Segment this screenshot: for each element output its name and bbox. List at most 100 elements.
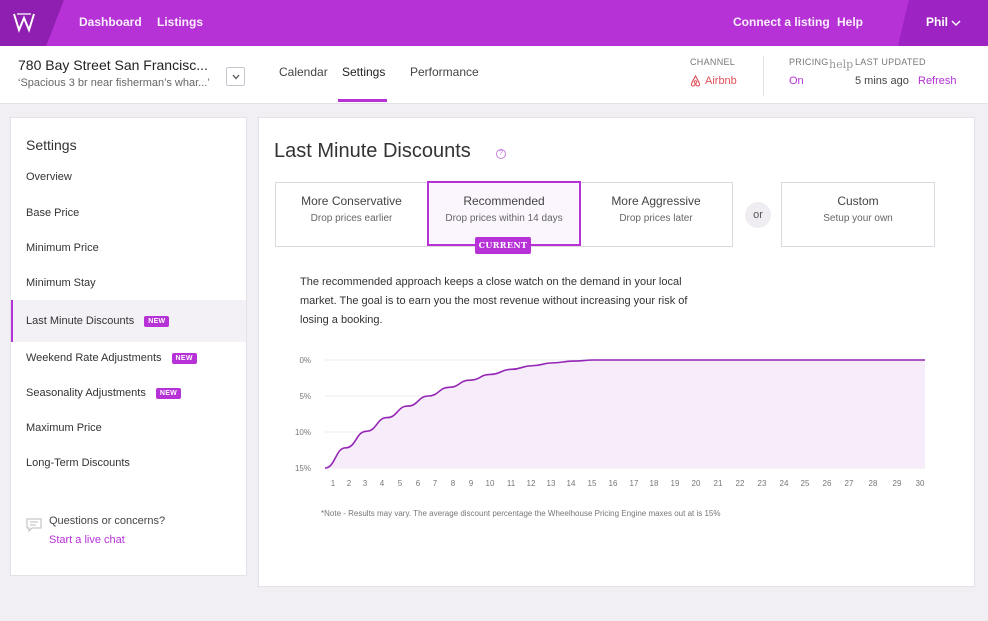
x-tick-label: 18 xyxy=(650,479,659,488)
last-updated-value: 5 mins ago xyxy=(855,75,909,87)
y-tick-label: 15% xyxy=(295,464,311,473)
sidebar-item-maximum-price[interactable]: Maximum Price xyxy=(11,409,246,447)
sidebar-item-label: Long-Term Discounts xyxy=(26,457,130,469)
sidebar-item-label: Minimum Stay xyxy=(26,277,96,289)
option-title: Custom xyxy=(837,194,879,208)
x-tick-label: 4 xyxy=(380,479,385,488)
channel-value: Airbnb xyxy=(690,75,737,87)
listing-header: 780 Bay Street San Francisc... ‘Spacious… xyxy=(0,46,988,104)
discount-curve xyxy=(324,359,925,469)
strategy-description: The recommended approach keeps a close w… xyxy=(300,276,688,326)
x-tick-label: 30 xyxy=(916,479,925,488)
strategy-options: More Conservative Drop prices earlier Re… xyxy=(275,181,733,247)
current-badge: CURRENT xyxy=(475,237,531,254)
option-more-conservative[interactable]: More Conservative Drop prices earlier xyxy=(276,183,428,246)
option-subtitle: Setup your own xyxy=(823,213,893,224)
logo[interactable] xyxy=(0,0,64,46)
x-tick-label: 19 xyxy=(671,479,680,488)
nav-listings[interactable]: Listings xyxy=(157,15,204,29)
chart-note: *Note - Results may vary. The average di… xyxy=(321,509,721,518)
settings-sidebar: Settings Overview Base Price Minimum Price… xyxy=(10,117,247,576)
x-tick-label: 13 xyxy=(547,479,556,488)
x-tick-label: 24 xyxy=(780,479,789,488)
sidebar-item-label: Maximum Price xyxy=(26,422,102,434)
live-chat-link[interactable]: Start a live chat xyxy=(49,534,125,546)
sidebar-item-label: Seasonality Adjustments xyxy=(26,387,146,399)
option-subtitle: Drop prices later xyxy=(619,213,693,224)
meta-divider xyxy=(763,56,764,96)
last-updated-label: LAST UPDATED xyxy=(855,57,926,67)
option-title: More Aggressive xyxy=(611,194,701,208)
option-recommended[interactable]: Recommended Drop prices within 14 days xyxy=(427,181,581,246)
chevron-down-icon xyxy=(951,20,961,27)
nav-help[interactable]: Help xyxy=(837,15,864,29)
x-tick-label: 23 xyxy=(758,479,767,488)
x-tick-label: 21 xyxy=(714,479,723,488)
x-tick-label: 20 xyxy=(692,479,701,488)
x-tick-label: 27 xyxy=(845,479,854,488)
x-tick-label: 6 xyxy=(416,479,421,488)
user-menu[interactable]: Phil xyxy=(898,0,988,46)
nav-connect-listing[interactable]: Connect a listing xyxy=(733,15,830,29)
x-tick-label: 1 xyxy=(331,479,336,488)
x-tick-label: 3 xyxy=(363,479,368,488)
x-tick-label: 14 xyxy=(567,479,576,488)
x-tick-label: 10 xyxy=(486,479,495,488)
page-title: Last Minute Discounts xyxy=(274,140,471,162)
y-tick-label: 10% xyxy=(295,428,311,437)
sidebar-item-label: Base Price xyxy=(26,207,80,219)
x-tick-label: 9 xyxy=(469,479,474,488)
pricing-label: PRICING xyxy=(789,57,829,67)
pricing-status[interactable]: On xyxy=(789,75,804,87)
sidebar-item-seasonality-adjustments[interactable]: Seasonality Adjustments NEW xyxy=(11,374,246,412)
chat-bubble-icon xyxy=(26,518,42,532)
channel-label: CHANNEL xyxy=(690,57,736,67)
option-title: Recommended xyxy=(463,194,545,208)
option-custom[interactable]: Custom Setup your own xyxy=(781,182,935,247)
sidebar-item-label: Last Minute Discounts xyxy=(26,315,135,327)
chevron-down-icon xyxy=(232,74,240,80)
x-tick-label: 11 xyxy=(507,479,516,488)
sidebar-item-minimum-price[interactable]: Minimum Price xyxy=(11,229,246,267)
sidebar-item-label: Overview xyxy=(26,171,72,183)
property-name: 780 Bay Street San Francisc... xyxy=(18,57,208,73)
sidebar-item-minimum-stay[interactable]: Minimum Stay xyxy=(11,264,246,302)
sidebar-item-last-minute-discounts[interactable]: Last Minute Discounts NEW xyxy=(11,300,246,342)
x-tick-label: 12 xyxy=(527,479,536,488)
nav-dashboard[interactable]: Dashboard xyxy=(79,15,142,29)
tab-settings[interactable]: Settings xyxy=(342,65,386,79)
y-tick-label: 0% xyxy=(299,356,311,365)
property-dropdown-button[interactable] xyxy=(226,67,245,86)
sidebar-item-overview[interactable]: Overview xyxy=(11,158,246,196)
tab-performance[interactable]: Performance xyxy=(410,65,479,79)
x-tick-label: 7 xyxy=(433,479,438,488)
option-more-aggressive[interactable]: More Aggressive Drop prices later xyxy=(580,183,732,246)
questions-text: Questions or concerns? xyxy=(49,515,166,527)
sidebar-item-base-price[interactable]: Base Price xyxy=(11,194,246,232)
help-icon[interactable]: ? xyxy=(496,149,506,159)
sidebar-item-weekend-rate-adjustments[interactable]: Weekend Rate Adjustments NEW xyxy=(11,339,246,377)
new-badge: NEW xyxy=(171,352,197,364)
wheelhouse-logo-icon xyxy=(13,13,35,33)
discount-area xyxy=(325,360,925,468)
tab-calendar[interactable]: Calendar xyxy=(279,65,328,79)
main-panel: Last Minute Discounts ? More Conservativ… xyxy=(258,117,975,587)
user-name: Phil xyxy=(926,15,949,29)
airbnb-icon xyxy=(690,75,701,87)
y-tick-label: 5% xyxy=(299,392,311,401)
x-tick-label: 16 xyxy=(609,479,618,488)
refresh-link[interactable]: Refresh xyxy=(918,75,957,87)
x-tick-label: 8 xyxy=(451,479,456,488)
top-nav: Dashboard Listings Connect a listing Hel… xyxy=(0,0,988,46)
option-subtitle: Drop prices earlier xyxy=(310,213,393,224)
sidebar-item-label: Minimum Price xyxy=(26,242,99,254)
x-tick-label: 17 xyxy=(630,479,639,488)
property-description: ‘Spacious 3 br near fisherman’s whar...’ xyxy=(18,77,210,89)
discount-curve-chart: 0%5%10%15%1 2 3 4 5 6 7 8 9 10 11 12 13 14 15 16 17 18 19 2… xyxy=(295,356,926,488)
pricing-help-link[interactable]: help xyxy=(829,58,854,71)
channel-name: Airbnb xyxy=(705,75,737,87)
active-tab-indicator xyxy=(338,99,387,102)
new-badge: NEW xyxy=(155,387,182,399)
x-tick-label: 5 xyxy=(398,479,403,488)
sidebar-item-long-term-discounts[interactable]: Long-Term Discounts xyxy=(11,444,246,482)
